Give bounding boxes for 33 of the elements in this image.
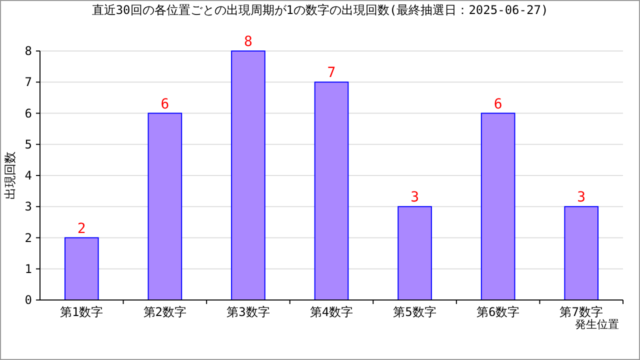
- x-tick-label: 第3数字: [226, 305, 270, 319]
- bar: [231, 50, 266, 300]
- bar: [564, 206, 599, 300]
- y-tick-label: 1: [24, 262, 32, 276]
- y-tick-label: 0: [24, 293, 32, 307]
- x-tick-label: 第4数字: [310, 305, 354, 319]
- data-label: 7: [327, 65, 336, 82]
- bar: [398, 206, 432, 300]
- y-tick-label: 7: [24, 75, 32, 90]
- x-tick-label: 第6数字: [476, 305, 520, 319]
- x-tick-label: 第7数字: [560, 305, 603, 319]
- bar: [314, 82, 349, 300]
- x-tick-label: 第5数字: [393, 305, 436, 319]
- data-label: 2: [77, 220, 86, 237]
- data-label: 3: [577, 190, 586, 206]
- x-axis-title: 発生位置: [575, 318, 619, 331]
- y-axis-title: 出現回数: [3, 152, 17, 200]
- x-tick-label: 第2数字: [143, 305, 187, 319]
- data-label: 6: [160, 96, 170, 112]
- bar: [64, 237, 99, 300]
- bar: [148, 112, 182, 300]
- data-label: 3: [410, 190, 420, 206]
- y-tick-label: 4: [24, 168, 32, 182]
- y-tick-label: 6: [24, 106, 32, 120]
- chart-title: 直近30回の各位置ごとの出現周期が1の数字の出現回数(最終抽選日：2025-06-27): [92, 3, 548, 17]
- y-tick-label: 8: [24, 44, 32, 58]
- data-label: 6: [494, 96, 502, 112]
- y-tick-label: 5: [24, 137, 32, 152]
- bar: [480, 112, 516, 300]
- y-tick-label: 3: [24, 200, 32, 214]
- x-tick-label: 第1数字: [60, 305, 104, 319]
- data-label: 8: [244, 34, 252, 50]
- y-tick-label: 2: [24, 230, 32, 245]
